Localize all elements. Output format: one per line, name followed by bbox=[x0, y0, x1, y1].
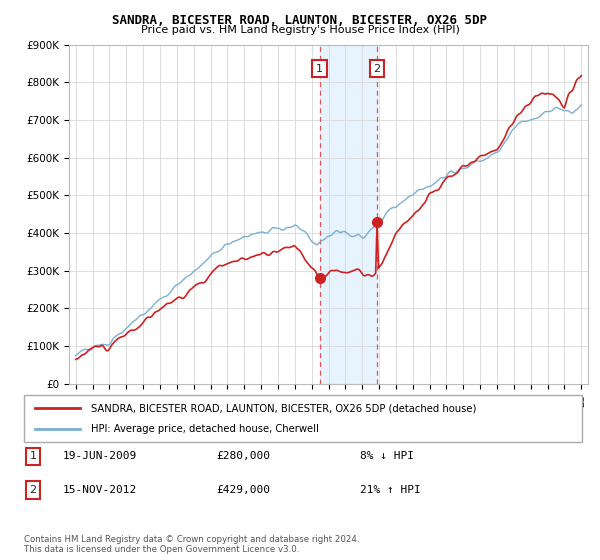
Text: 1: 1 bbox=[316, 63, 323, 73]
FancyBboxPatch shape bbox=[24, 395, 582, 442]
Text: £429,000: £429,000 bbox=[216, 485, 270, 495]
Text: Price paid vs. HM Land Registry's House Price Index (HPI): Price paid vs. HM Land Registry's House … bbox=[140, 25, 460, 35]
Text: HPI: Average price, detached house, Cherwell: HPI: Average price, detached house, Cher… bbox=[91, 424, 319, 434]
Text: SANDRA, BICESTER ROAD, LAUNTON, BICESTER, OX26 5DP (detached house): SANDRA, BICESTER ROAD, LAUNTON, BICESTER… bbox=[91, 403, 476, 413]
Text: 2: 2 bbox=[29, 485, 37, 495]
Bar bbox=[320, 45, 377, 384]
Text: 2: 2 bbox=[373, 63, 380, 73]
Text: 19-JUN-2009: 19-JUN-2009 bbox=[63, 451, 137, 461]
Text: 1: 1 bbox=[29, 451, 37, 461]
Text: 21% ↑ HPI: 21% ↑ HPI bbox=[360, 485, 421, 495]
Text: 15-NOV-2012: 15-NOV-2012 bbox=[63, 485, 137, 495]
Text: £280,000: £280,000 bbox=[216, 451, 270, 461]
Text: 8% ↓ HPI: 8% ↓ HPI bbox=[360, 451, 414, 461]
Text: Contains HM Land Registry data © Crown copyright and database right 2024.
This d: Contains HM Land Registry data © Crown c… bbox=[24, 535, 359, 554]
Text: SANDRA, BICESTER ROAD, LAUNTON, BICESTER, OX26 5DP: SANDRA, BICESTER ROAD, LAUNTON, BICESTER… bbox=[113, 14, 487, 27]
